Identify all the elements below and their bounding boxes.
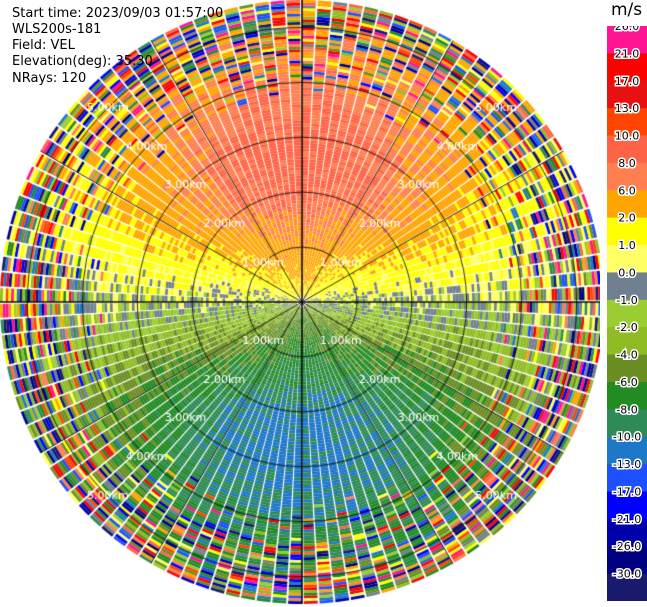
colorbar-tick-label: -30.0	[613, 568, 641, 581]
colorbar-tick-label: -13.0	[613, 458, 641, 471]
colorbar-unit: m/s	[611, 0, 643, 20]
colorbar-tick-label: -2.0	[616, 321, 637, 334]
colorbar-tick-label: -6.0	[616, 376, 637, 389]
colorbar-swatch	[607, 327, 647, 356]
colorbar-tick-label: -26.0	[613, 540, 641, 553]
colorbar-swatch	[607, 546, 647, 575]
colorbar-swatch	[607, 80, 647, 109]
elevation-label: Elevation(deg): 35.30	[12, 54, 153, 69]
colorbar-tick-label: 2.0	[618, 212, 636, 225]
colorbar-tick-label: 21.0	[615, 47, 640, 60]
colorbar-swatch	[607, 299, 647, 328]
colorbar-tick-label: -17.0	[613, 485, 641, 498]
colorbar-tick-label: -21.0	[613, 513, 641, 526]
colorbar-tick-label: 17.0	[615, 75, 640, 88]
colorbar-swatch	[607, 245, 647, 273]
colorbar-swatch	[607, 409, 647, 438]
colorbar-tick-label: 1.0	[618, 239, 636, 252]
colorbar-swatch	[607, 573, 647, 601]
colorbar-tick-label: -4.0	[616, 349, 637, 362]
start-time-label: Start time: 2023/09/03 01:57:00	[12, 6, 224, 21]
field-label: Field: VEL	[12, 38, 75, 53]
colorbar: 26.0 21.0 17.0 13.0 10.0 8.0 6.0 2.0 1.0 0.0 -1.0 -…	[607, 26, 647, 601]
colorbar-swatch	[607, 518, 647, 547]
colorbar-tick-label: -10.0	[613, 431, 641, 444]
colorbar-tick-label: 13.0	[615, 102, 640, 115]
colorbar-swatch	[607, 26, 647, 54]
colorbar-swatch	[607, 464, 647, 492]
colorbar-swatch	[607, 491, 647, 520]
colorbar-swatch	[607, 436, 647, 465]
colorbar-tick-label: -8.0	[616, 403, 637, 416]
colorbar-tick-label: 0.0	[618, 266, 636, 279]
colorbar-swatch	[607, 354, 647, 383]
instrument-label: WLS200s-181	[12, 22, 102, 37]
colorbar-swatch	[607, 190, 647, 219]
colorbar-swatch	[607, 108, 647, 137]
colorbar-swatch	[607, 381, 647, 410]
colorbar-tick-label: 8.0	[618, 157, 636, 170]
nrays-label: NRays: 120	[12, 71, 87, 86]
ppi-velocity-plot	[0, 0, 600, 607]
colorbar-tick-label: 10.0	[615, 130, 640, 143]
colorbar-swatch	[607, 53, 647, 82]
colorbar-tick-label: 26.0	[615, 26, 640, 33]
colorbar-swatch	[607, 272, 647, 301]
colorbar-swatch	[607, 135, 647, 164]
colorbar-tick-label: 6.0	[618, 184, 636, 197]
colorbar-swatch	[607, 217, 647, 246]
colorbar-tick-label: -1.0	[616, 294, 637, 307]
colorbar-swatch	[607, 162, 647, 191]
